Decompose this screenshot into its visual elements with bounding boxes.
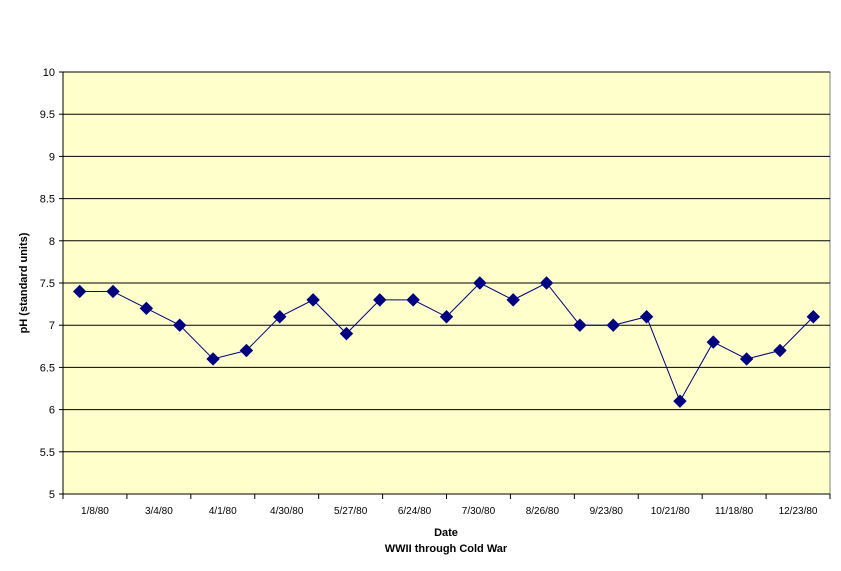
data-point-marker	[539, 276, 554, 290]
data-point-marker	[639, 310, 654, 324]
y-tick-label: 5	[49, 489, 55, 501]
y-tick-label: 5.5	[40, 447, 55, 459]
x-axis-ticks: 1/8/80 3/4/80 4/1/80 4/30/80 5/27/80 6/24/80 7…	[62, 494, 831, 517]
data-point-marker	[473, 276, 487, 290]
data-point-marker	[139, 301, 154, 316]
x-tick-label: 10/21/80	[651, 506, 690, 517]
data-point-marker	[306, 293, 320, 307]
gridlines	[63, 71, 830, 453]
x-tick-label: 5/27/80	[334, 506, 368, 517]
data-point-marker	[106, 284, 120, 299]
x-tick-label: 4/30/80	[270, 506, 304, 517]
y-axis-title: pH (standard units)	[18, 232, 30, 333]
data-point-marker	[739, 352, 754, 366]
y-tick-label: 6	[49, 405, 55, 417]
data-point-marker	[206, 352, 220, 366]
data-point-marker	[239, 343, 254, 358]
y-tick-label: 9	[49, 151, 55, 163]
data-point-marker	[439, 310, 454, 324]
x-tick-label: 4/1/80	[209, 506, 237, 517]
data-point-marker	[573, 318, 587, 332]
x-axis-subtitle: WWII through Cold War	[385, 543, 508, 555]
data-point-marker	[773, 343, 787, 358]
data-point-marker	[373, 293, 387, 307]
x-tick-label: 6/24/80	[398, 506, 432, 517]
x-axis-title: Date	[434, 527, 458, 539]
y-tick-label: 10	[43, 67, 55, 79]
data-point-marker	[506, 293, 520, 307]
y-tick-label: 6.5	[40, 362, 55, 374]
x-tick-label: 8/26/80	[526, 506, 560, 517]
data-point-marker	[72, 284, 87, 299]
data-point-marker	[173, 318, 187, 332]
y-tick-label: 7	[49, 320, 55, 332]
y-tick-label: 8.5	[40, 194, 55, 206]
x-tick-label: 3/4/80	[145, 506, 173, 517]
x-tick-label: 12/23/80	[779, 506, 818, 517]
data-point-marker	[606, 318, 620, 332]
x-tick-label: 7/30/80	[462, 506, 496, 517]
data-point-marker	[406, 293, 420, 307]
y-tick-label: 9.5	[40, 109, 55, 121]
y-tick-label: 8	[49, 236, 55, 248]
data-point-marker	[339, 326, 354, 341]
x-tick-label: 1/8/80	[81, 506, 109, 517]
y-tick-label: 7.5	[40, 278, 55, 290]
data-point-marker	[673, 394, 687, 408]
data-point-marker	[806, 310, 821, 324]
x-tick-label: 11/18/80	[715, 506, 754, 517]
x-tick-label: 9/23/80	[590, 506, 624, 517]
data-point-marker	[706, 335, 720, 349]
series-ph	[72, 276, 821, 408]
data-point-marker	[273, 310, 287, 324]
y-axis-ticks: 5 5.5 6 6.5 7 7.5 8 8.5 9 9.5 10	[40, 67, 63, 501]
